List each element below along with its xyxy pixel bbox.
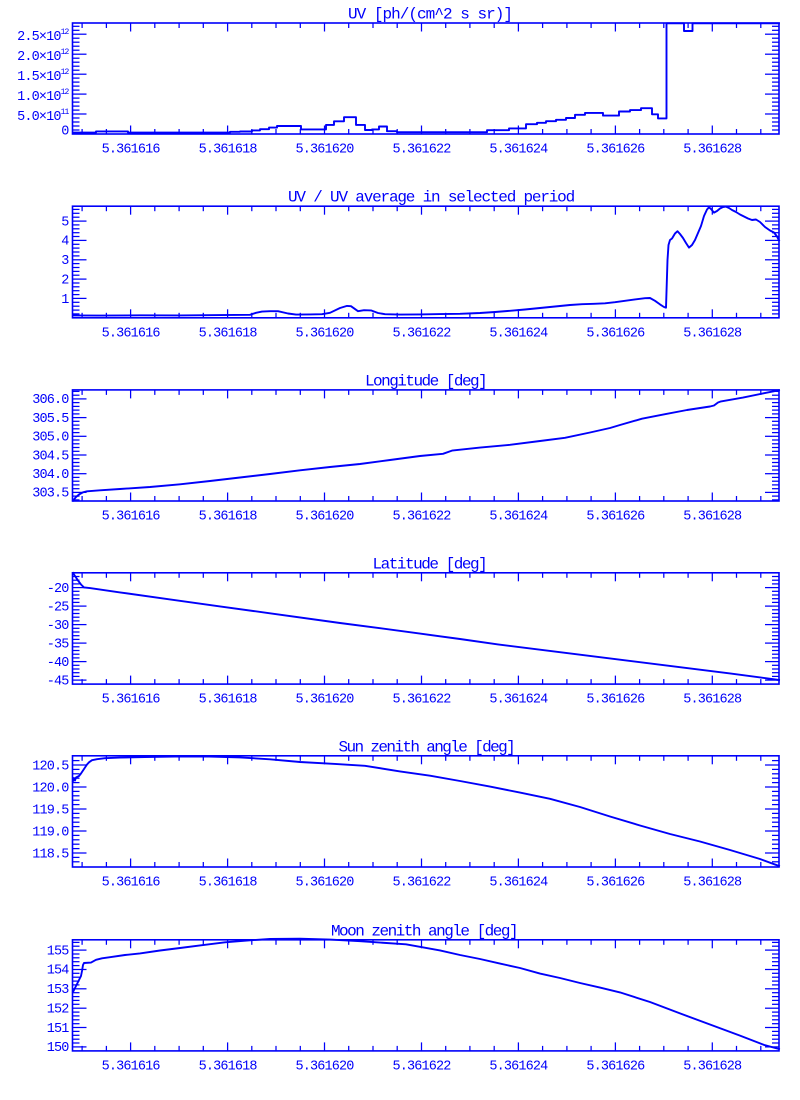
svg-text:5.361624: 5.361624	[489, 693, 548, 708]
svg-text:5.361626: 5.361626	[586, 693, 645, 708]
svg-text:304.0: 304.0	[32, 468, 69, 483]
svg-text:5.361616: 5.361616	[102, 876, 161, 891]
svg-text:118.5: 118.5	[32, 847, 69, 862]
svg-text:Longitude [deg]: Longitude [deg]	[365, 372, 486, 390]
svg-text:5.361622: 5.361622	[392, 326, 451, 341]
svg-text:-35: -35	[47, 637, 70, 652]
svg-text:5.361628: 5.361628	[683, 510, 742, 525]
svg-text:119.5: 119.5	[32, 803, 69, 818]
svg-text:-45: -45	[47, 674, 70, 689]
svg-text:1.0×1012: 1.0×1012	[17, 88, 69, 105]
svg-text:5.361628: 5.361628	[683, 326, 742, 341]
svg-text:5.361622: 5.361622	[392, 876, 451, 891]
svg-text:120.0: 120.0	[32, 781, 69, 796]
svg-text:5.361628: 5.361628	[683, 1059, 742, 1074]
svg-text:119.0: 119.0	[32, 825, 69, 840]
svg-text:5.361616: 5.361616	[102, 1059, 161, 1074]
svg-text:5.0×1011: 5.0×1011	[17, 108, 69, 125]
svg-text:5.361626: 5.361626	[586, 510, 645, 525]
svg-text:5.361620: 5.361620	[295, 143, 354, 158]
svg-text:5.361622: 5.361622	[392, 1059, 451, 1074]
svg-text:306.0: 306.0	[32, 393, 69, 408]
svg-text:2.0×1012: 2.0×1012	[17, 48, 69, 65]
svg-text:5.361628: 5.361628	[683, 876, 742, 891]
svg-text:153: 153	[47, 983, 70, 998]
svg-text:5.361620: 5.361620	[295, 1059, 354, 1074]
svg-text:5.361620: 5.361620	[295, 876, 354, 891]
svg-text:5.361624: 5.361624	[489, 326, 548, 341]
svg-text:5.361620: 5.361620	[295, 693, 354, 708]
svg-text:304.5: 304.5	[32, 449, 69, 464]
svg-text:5.361626: 5.361626	[586, 876, 645, 891]
svg-text:5.361620: 5.361620	[295, 326, 354, 341]
svg-text:5.361626: 5.361626	[586, 326, 645, 341]
svg-text:5.361616: 5.361616	[102, 326, 161, 341]
svg-text:0: 0	[61, 125, 69, 140]
svg-text:5.361618: 5.361618	[199, 326, 258, 341]
svg-text:120.5: 120.5	[32, 759, 69, 774]
svg-text:5.361618: 5.361618	[199, 693, 258, 708]
svg-text:155: 155	[47, 944, 70, 959]
svg-text:5.361618: 5.361618	[199, 510, 258, 525]
svg-text:1.5×1012: 1.5×1012	[17, 68, 69, 85]
svg-text:5.361624: 5.361624	[489, 510, 548, 525]
svg-text:5.361616: 5.361616	[102, 510, 161, 525]
svg-text:5.361622: 5.361622	[392, 693, 451, 708]
svg-text:-40: -40	[47, 656, 70, 671]
svg-text:UV [ph/(cm^2 s sr)]: UV [ph/(cm^2 s sr)]	[348, 6, 512, 24]
svg-text:4: 4	[61, 235, 69, 250]
svg-text:3: 3	[61, 254, 69, 269]
svg-text:-30: -30	[47, 619, 70, 634]
svg-text:5.361628: 5.361628	[683, 143, 742, 158]
svg-text:5.361618: 5.361618	[199, 876, 258, 891]
svg-text:5.361618: 5.361618	[199, 143, 258, 158]
svg-text:-25: -25	[47, 600, 70, 615]
svg-text:Moon zenith angle [deg]: Moon zenith angle [deg]	[331, 922, 517, 940]
svg-text:Sun zenith angle [deg]: Sun zenith angle [deg]	[338, 738, 514, 756]
svg-text:Latitude [deg]: Latitude [deg]	[372, 555, 486, 573]
svg-text:2.5×1012: 2.5×1012	[17, 28, 69, 45]
svg-text:305.0: 305.0	[32, 431, 69, 446]
svg-text:152: 152	[47, 1003, 70, 1018]
svg-text:1: 1	[61, 293, 69, 308]
svg-text:303.5: 303.5	[32, 487, 69, 502]
svg-text:150: 150	[47, 1041, 70, 1056]
svg-text:5.361616: 5.361616	[102, 693, 161, 708]
svg-text:5.361624: 5.361624	[489, 143, 548, 158]
svg-text:5.361624: 5.361624	[489, 876, 548, 891]
svg-text:305.5: 305.5	[32, 412, 69, 427]
svg-text:5.361620: 5.361620	[295, 510, 354, 525]
svg-text:2: 2	[61, 273, 69, 288]
svg-text:5.361624: 5.361624	[489, 1059, 548, 1074]
svg-text:5.361626: 5.361626	[586, 1059, 645, 1074]
svg-text:-20: -20	[47, 582, 70, 597]
svg-text:UV / UV average in selected pe: UV / UV average in selected period	[288, 189, 575, 207]
svg-text:5.361618: 5.361618	[199, 1059, 258, 1074]
svg-text:5.361622: 5.361622	[392, 510, 451, 525]
svg-text:154: 154	[47, 964, 70, 979]
svg-text:5.361622: 5.361622	[392, 143, 451, 158]
svg-text:5: 5	[61, 215, 69, 230]
svg-text:151: 151	[47, 1022, 70, 1037]
svg-text:5.361616: 5.361616	[102, 143, 161, 158]
svg-text:5.361626: 5.361626	[586, 143, 645, 158]
svg-text:5.361628: 5.361628	[683, 693, 742, 708]
